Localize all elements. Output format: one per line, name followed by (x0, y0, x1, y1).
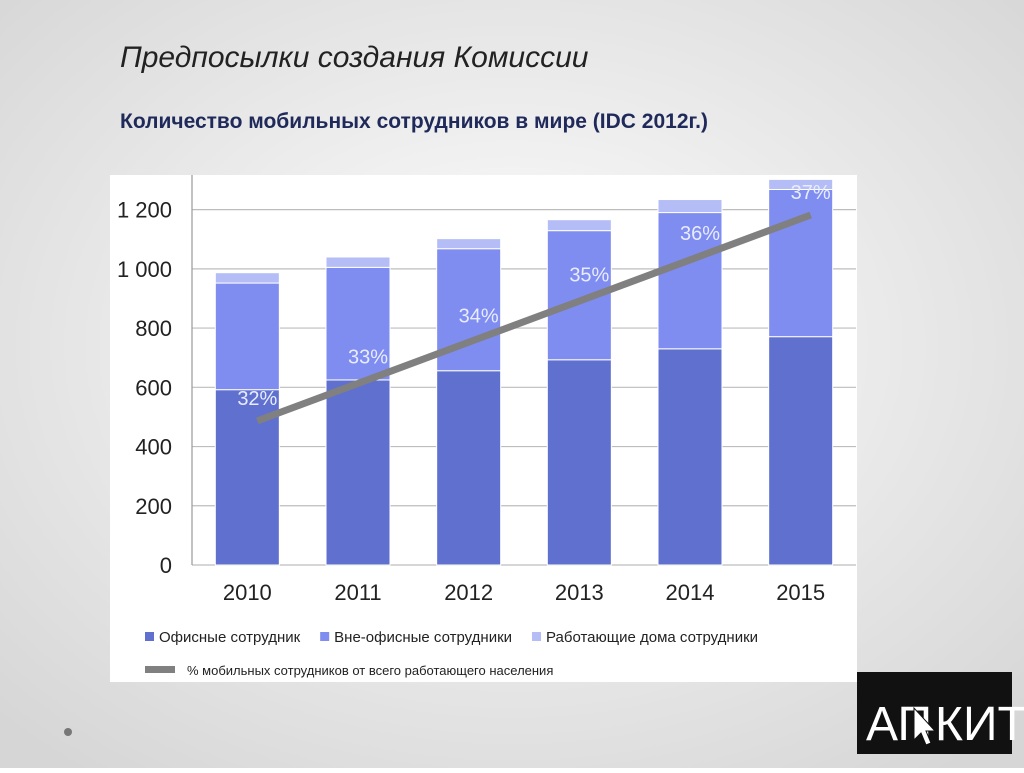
legend-swatch (320, 632, 330, 641)
x-tick-label: 2015 (776, 580, 825, 605)
x-tick-label: 2012 (444, 580, 493, 605)
bar-segment (657, 348, 723, 566)
bar-segment (657, 212, 723, 350)
y-tick-label: 800 (135, 316, 172, 341)
legend-label: Вне-офисные сотрудники (334, 629, 512, 646)
legend-swatch (532, 632, 542, 641)
bar-segment (768, 336, 834, 566)
bar-segment (214, 272, 280, 284)
data-label: 32% (237, 388, 277, 410)
bar-segment (436, 238, 502, 250)
data-label: 35% (569, 264, 609, 286)
x-tick-label: 2011 (334, 580, 381, 605)
bar-segment (768, 188, 834, 338)
legend-swatch (145, 666, 175, 673)
data-label: 33% (348, 347, 388, 369)
bar-segment (546, 219, 612, 232)
logo-right: КИТ (935, 698, 1024, 751)
logo-cursor (913, 706, 937, 746)
y-tick-label: 600 (135, 375, 172, 400)
data-label: 34% (459, 306, 499, 328)
data-label: 37% (791, 182, 831, 204)
bar-segment (657, 199, 723, 214)
bar-segment (546, 359, 612, 566)
subtitle: Количество мобильных сотрудников в мире … (120, 110, 708, 133)
slide-title: Предпосылки создания Комиссии (120, 41, 589, 74)
x-tick-label: 2013 (555, 580, 604, 605)
bar-segment (325, 256, 391, 268)
decoration-dot (64, 728, 72, 736)
y-tick-label: 1 000 (117, 257, 172, 282)
x-tick-label: 2010 (223, 580, 272, 605)
y-tick-label: 200 (135, 494, 172, 519)
y-tick-label: 0 (160, 553, 172, 578)
trend-line (256, 211, 812, 425)
data-label: 36% (680, 223, 720, 245)
bar-segment (325, 379, 391, 566)
x-tick-label: 2014 (666, 580, 715, 605)
bar-segment (214, 282, 280, 391)
legend-label: Офисные сотрудник (159, 629, 301, 646)
legend-label: Работающие дома сотрудники (546, 629, 758, 646)
bar-segment (768, 178, 834, 190)
logo-box (857, 672, 1012, 754)
y-tick-label: 1 200 (117, 198, 172, 223)
y-tick-label: 400 (135, 435, 172, 460)
bar-segment (436, 370, 502, 566)
legend-swatch (145, 632, 154, 641)
logo: АП КИТ (857, 672, 1024, 754)
legend-label: % мобильных сотрудников от всего работаю… (187, 663, 553, 678)
bar-segment (325, 266, 391, 381)
chart: 0 200 400 600 800 1 000 1 200 2010 2011 2012 2013 2… (117, 175, 856, 678)
